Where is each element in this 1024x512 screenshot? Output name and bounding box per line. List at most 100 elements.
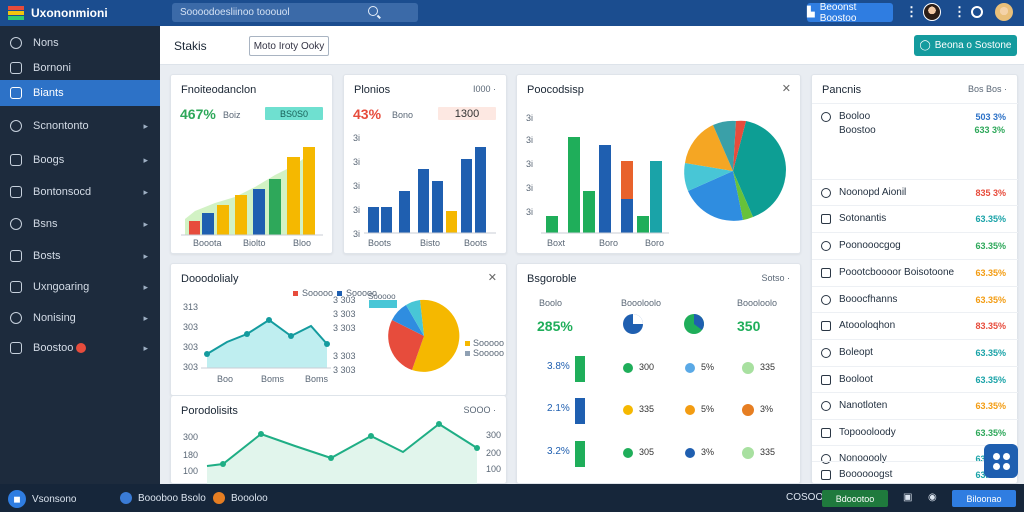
card-corner[interactable]: Sotso · (761, 273, 790, 283)
stats-row-c: 335 (760, 447, 776, 457)
y-tick: 300 (183, 432, 199, 442)
stats-col-header: Boolo (539, 298, 563, 308)
avatar-secondary[interactable] (995, 3, 1013, 21)
panel-list-item[interactable]: Sotonantis 63.35% (812, 205, 1018, 231)
search-input[interactable]: Soooodoesliinoo tooouol (172, 3, 418, 22)
camera-icon[interactable]: ▣ (903, 492, 913, 503)
y-tick: 3i (353, 181, 361, 191)
list-item-label: Boleopt (839, 347, 873, 358)
top-primary-button[interactable]: ▙ Beoonst Boostoo (807, 2, 893, 24)
panel-list-item[interactable]: Atoooloqhon 83.35% (812, 312, 1018, 338)
panel-list-item[interactable]: Poootcboooor Boisotoone 63.35% (812, 259, 1018, 285)
circle-icon: ◯ (919, 40, 931, 51)
stats-row-a: 305 (639, 447, 655, 457)
search-icon[interactable] (368, 6, 378, 16)
right-tick: 3 303 (333, 323, 356, 333)
panel-list-item[interactable]: Noonopd Aionil 835 3% (812, 179, 1018, 205)
sidebar-item[interactable]: Biants (0, 80, 160, 106)
card-porodolisits: Porodolisits SOOO · 300 180 100 300 200 … (170, 396, 507, 484)
panel-list-item[interactable]: Booocfhanns 63.35% (812, 286, 1018, 312)
sidebar-item[interactable]: Bosts ▸ (0, 243, 160, 269)
pie-legend-item: Sooooo (465, 348, 504, 358)
panel-corner[interactable]: Bos Bos · (967, 84, 1007, 94)
chevron-right-icon: ▸ (143, 250, 148, 261)
action-button-label: Beona o Sostone (934, 40, 1012, 51)
bar-chart (181, 147, 323, 236)
right-tick: 100 (486, 464, 502, 474)
sidebar-item[interactable]: Nonising ▸ (0, 305, 160, 331)
action-button[interactable]: ◯ Beona o Sostone (914, 35, 1017, 56)
sidebar-item[interactable]: Boostoo ▸ (0, 335, 160, 361)
panel-list-item[interactable]: Booloot 63.35% (812, 366, 1018, 392)
card-title: Bsgoroble (527, 273, 577, 285)
list-item-icon (821, 187, 831, 198)
stats-row-b: 5% (701, 404, 715, 414)
sidebar-item-icon (10, 120, 22, 132)
brand[interactable]: Uxononmioni (0, 6, 160, 20)
list-item-value: 63.35% (975, 427, 1006, 438)
panel-list-item[interactable]: Boleopt 63.35% (812, 339, 1018, 365)
record-icon[interactable]: ◉ (928, 492, 937, 503)
y-tick: 3i (526, 183, 534, 193)
panel-list-item[interactable]: Topoooloody 63.35% (812, 419, 1018, 445)
app-logo-icon (8, 6, 24, 20)
list-item-label: Noonopd Aionil (839, 187, 907, 198)
sidebar-item[interactable]: Scnontonto ▸ (0, 113, 160, 139)
card-corner[interactable]: I000 · (472, 84, 496, 94)
list-item-icon (821, 111, 831, 122)
y-tick: 100 (183, 466, 199, 476)
sidebar-item[interactable]: Boogs ▸ (0, 147, 160, 173)
panel-list-item[interactable]: Booloo 503 3% (812, 103, 1018, 129)
right-panel: Pancnis Bos Bos · Booloo 503 3% Noonopd Ai… (811, 74, 1018, 484)
avatar[interactable] (923, 3, 941, 21)
y-tick: 3i (353, 229, 361, 239)
filter-button[interactable]: Moto Iroty Ooky (249, 36, 329, 56)
chevron-right-icon: ▸ (143, 186, 148, 197)
sidebar-item-icon (10, 62, 22, 74)
card-unit: Bono (392, 110, 414, 120)
list-item-value: 503 3% (975, 111, 1006, 122)
list-item-icon (821, 267, 831, 278)
orange-dot-icon (213, 492, 225, 504)
right-tick: 300 (486, 430, 502, 440)
footer-button-1[interactable]: Bdoootoo (822, 490, 888, 507)
pie-legend-label: Sooooo (473, 338, 505, 348)
settings-ring-icon[interactable] (971, 6, 983, 18)
stats-top-value: 285% (537, 318, 573, 334)
card-title: Poocodsisp (527, 84, 584, 96)
y-tick: 3i (526, 159, 534, 169)
stats-dot (623, 448, 633, 458)
panel-list-item[interactable]: Poonooocgog 63.35% (812, 232, 1018, 258)
panel-list-item[interactable]: Nanotloten 63.35% (812, 392, 1018, 418)
stats-row-c: 3% (760, 404, 774, 414)
more-vertical-icon-2[interactable]: ⋮ (953, 4, 966, 19)
footer-button-2[interactable]: Biloonao (952, 490, 1016, 507)
close-icon[interactable]: ✕ (487, 272, 497, 284)
stats-col-header: Boooloolo (737, 298, 778, 308)
search-placeholder: Soooodoesliinoo tooouol (180, 7, 290, 18)
footer-link-2-label: Boooloo (231, 492, 268, 504)
list-item-icon (821, 240, 831, 251)
sidebar-item[interactable]: Bornoni (0, 55, 160, 81)
list-item-label: Booocfhanns (839, 294, 898, 305)
list-item-label: Sotonantis (839, 213, 887, 224)
stats-row-a: 335 (639, 404, 655, 414)
apps-fab-button[interactable] (984, 444, 1018, 478)
pie-chart (388, 299, 460, 372)
sidebar-item[interactable]: Bontonsocd ▸ (0, 179, 160, 205)
sidebar-item-icon (10, 218, 22, 230)
list-item-icon (821, 374, 831, 385)
more-vertical-icon[interactable]: ⋮ (905, 4, 918, 19)
footer-link-2[interactable]: Boooloo (213, 492, 268, 504)
close-icon[interactable]: ✕ (781, 83, 791, 95)
card-corner[interactable]: SOOO · (463, 405, 496, 415)
bar-and-pie-chart (541, 120, 786, 234)
footer-link-1[interactable]: Boooboo Bsolo (120, 492, 206, 504)
sidebar-item[interactable]: Bsns ▸ (0, 211, 160, 237)
sidebar-item[interactable]: Uxngoaring ▸ (0, 274, 160, 300)
card-poocodsisp: Poocodsisp ✕ 3i 3i 3i 3i 3i Boxt Boro Bo… (516, 74, 801, 254)
sidebar-item[interactable]: Nons (0, 30, 160, 56)
sidebar-item-icon (10, 250, 22, 262)
list-item-label: Poonooocgog (839, 240, 901, 251)
footer-left[interactable]: ◼ Vsonsono (8, 490, 76, 508)
